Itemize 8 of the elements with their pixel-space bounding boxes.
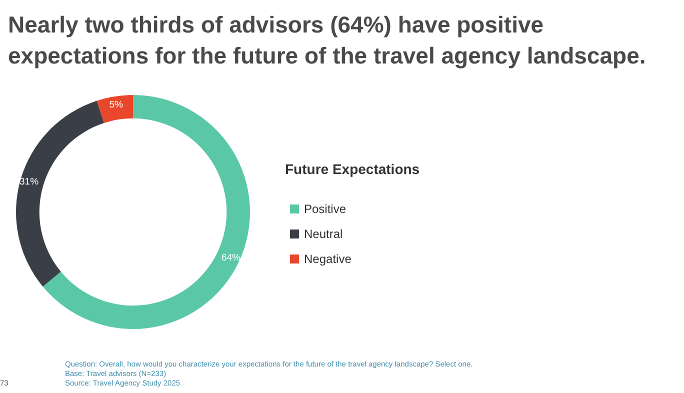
legend-label: Neutral [304, 227, 343, 241]
data-label: 31% [19, 176, 40, 188]
legend-title: Future Expectations [285, 161, 420, 177]
data-label: 64% [221, 252, 242, 264]
data-label: 5% [109, 100, 124, 111]
legend-label: Positive [304, 202, 346, 216]
legend-label: Negative [304, 252, 352, 266]
chart-title: Nearly two thirds of advisors (64%) have positive expectations for the future of the travel agency landscape. [8, 12, 646, 68]
